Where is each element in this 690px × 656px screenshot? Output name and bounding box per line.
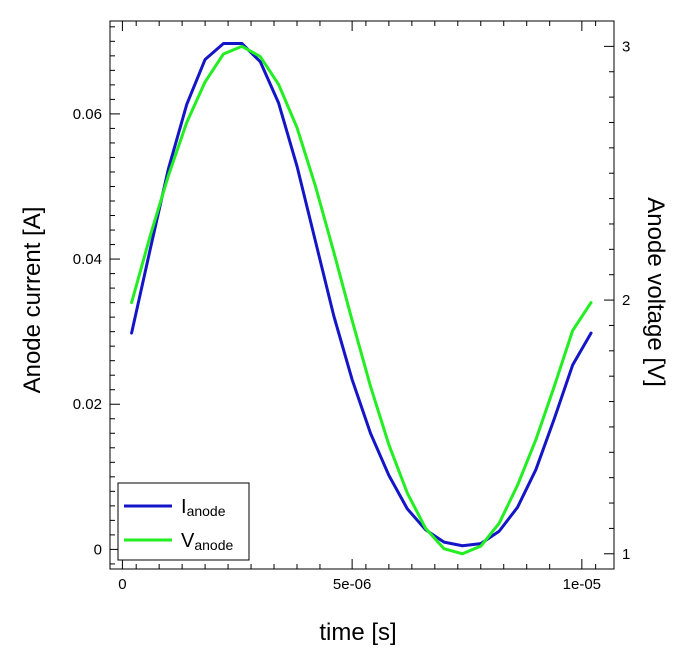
y-left-tick-label: 0.04 <box>73 251 102 268</box>
y-left-tick-label: 0.02 <box>73 396 102 413</box>
y-left-tick-label: 0.06 <box>73 106 102 123</box>
y-left-tick-label: 0 <box>94 541 102 558</box>
legend-voltage-name: V <box>181 530 195 552</box>
legend-voltage-subscript: anode <box>194 537 233 553</box>
series-line-voltage <box>130 44 593 556</box>
y-right-tick-label: 3 <box>622 38 630 55</box>
plot-frame <box>109 20 615 570</box>
x-tick-label: 1e-05 <box>563 576 601 593</box>
legend-current-name: I <box>181 496 187 518</box>
x-tick-label: 5e-06 <box>333 576 371 593</box>
legend: Ianode Vanode <box>117 482 250 561</box>
legend-label-voltage: Vanode <box>181 530 233 553</box>
legend-box <box>117 482 250 561</box>
legend-label-current: Ianode <box>181 496 226 519</box>
y-right-tick-label: 2 <box>622 292 630 309</box>
y-right-tick-label: 1 <box>622 546 630 563</box>
legend-current-subscript: anode <box>187 503 226 519</box>
ticks-layer: 0 5e-06 1e-05 0 0.02 0.04 0.06 1 2 3 <box>73 20 630 593</box>
left-axis-title: Anode current [A] <box>19 207 46 394</box>
x-tick-label: 0 <box>118 576 126 593</box>
series-line-current <box>130 42 593 548</box>
series-layer <box>130 42 593 556</box>
right-axis-title: Anode voltage [V] <box>642 197 669 386</box>
x-axis-title: time [s] <box>319 619 396 646</box>
